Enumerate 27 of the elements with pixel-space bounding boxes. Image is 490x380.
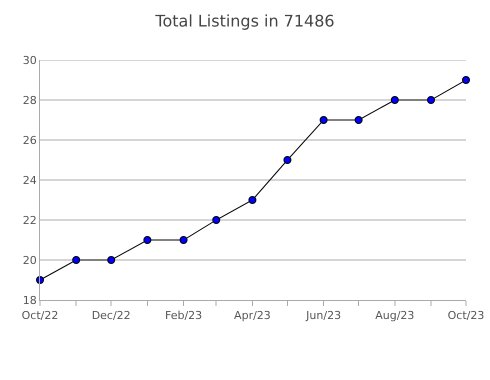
point	[72, 256, 80, 264]
chart-title: Total Listings in 71486	[154, 11, 335, 30]
point	[320, 116, 328, 124]
x-tick-label: Jun/23	[305, 309, 342, 322]
y-tick-label: 30	[22, 54, 37, 67]
y-tick-label: 28	[22, 94, 37, 107]
point	[143, 236, 152, 244]
x-tick-label: Aug/23	[375, 309, 414, 322]
x-tick-label: Apr/23	[234, 309, 271, 322]
x-tick-label: Oct/22	[22, 309, 58, 322]
point	[248, 196, 256, 204]
y-tick-label: 26	[22, 134, 37, 147]
point	[462, 76, 470, 84]
point	[180, 236, 188, 244]
y-tick-label: 24	[22, 174, 37, 187]
point	[390, 96, 399, 104]
point	[107, 256, 116, 264]
y-tick-label: 18	[22, 294, 37, 307]
y-tick-label: 22	[22, 214, 37, 227]
x-tick-label: Feb/23	[164, 309, 202, 322]
point	[426, 96, 435, 104]
point	[212, 216, 220, 224]
point	[354, 116, 363, 124]
point	[283, 156, 292, 164]
y-tick-label: 20	[22, 254, 37, 267]
x-tick-label: Oct/23	[448, 309, 484, 322]
x-tick-label: Dec/22	[92, 309, 131, 322]
